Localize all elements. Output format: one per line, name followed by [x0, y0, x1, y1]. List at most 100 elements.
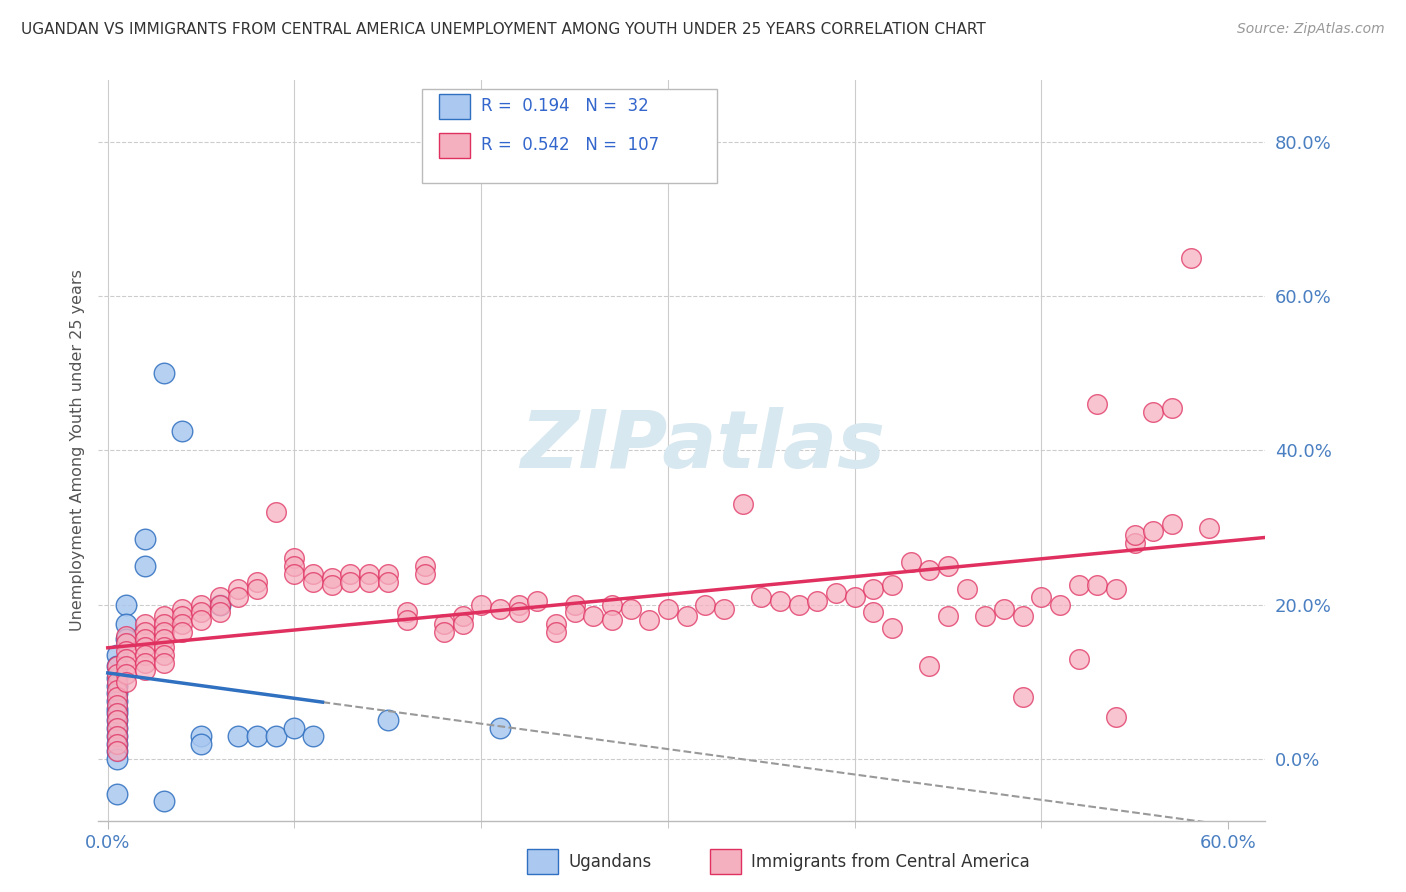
Point: [1067, 578, 1090, 592]
Point: [695, 598, 717, 612]
Point: [395, 613, 418, 627]
Point: [228, 582, 250, 597]
Point: [105, 702, 128, 716]
Point: [638, 613, 661, 627]
Point: [508, 598, 530, 612]
Point: [152, 609, 174, 624]
Point: [713, 601, 735, 615]
Point: [115, 674, 138, 689]
Point: [508, 606, 530, 620]
Point: [936, 609, 959, 624]
Point: [806, 594, 828, 608]
Point: [749, 590, 772, 604]
Point: [1011, 609, 1033, 624]
Point: [675, 609, 697, 624]
Point: [105, 721, 128, 735]
Point: [1105, 582, 1128, 597]
Point: [105, 659, 128, 673]
Point: [880, 621, 903, 635]
Point: [152, 632, 174, 647]
Point: [862, 582, 884, 597]
Point: [152, 624, 174, 639]
Text: UGANDAN VS IMMIGRANTS FROM CENTRAL AMERICA UNEMPLOYMENT AMONG YOUTH UNDER 25 YEA: UGANDAN VS IMMIGRANTS FROM CENTRAL AMERI…: [21, 22, 986, 37]
Point: [1031, 590, 1053, 604]
Point: [993, 601, 1015, 615]
Point: [1161, 401, 1184, 415]
Point: [1105, 709, 1128, 723]
Point: [134, 656, 156, 670]
Point: [105, 682, 128, 697]
Point: [190, 729, 212, 743]
Point: [172, 624, 194, 639]
Point: [105, 690, 128, 705]
Point: [1123, 536, 1146, 550]
Point: [134, 559, 156, 574]
Point: [172, 601, 194, 615]
Point: [115, 598, 138, 612]
Point: [395, 606, 418, 620]
Point: [582, 609, 605, 624]
Point: [105, 679, 128, 693]
Point: [134, 624, 156, 639]
Point: [105, 744, 128, 758]
Point: [1123, 528, 1146, 542]
Point: [105, 714, 128, 728]
Point: [413, 566, 436, 581]
Point: [1180, 251, 1202, 265]
Point: [600, 613, 623, 627]
Point: [321, 578, 343, 592]
Point: [190, 598, 212, 612]
Point: [105, 744, 128, 758]
Point: [115, 651, 138, 665]
Point: [152, 656, 174, 670]
Point: [283, 559, 305, 574]
Point: [302, 574, 325, 589]
Point: [105, 706, 128, 720]
Point: [264, 505, 287, 519]
Point: [1085, 578, 1108, 592]
Point: [115, 617, 138, 632]
Point: [134, 532, 156, 546]
Point: [339, 566, 361, 581]
Point: [377, 566, 399, 581]
Point: [359, 566, 381, 581]
Point: [105, 698, 128, 712]
Point: [302, 566, 325, 581]
Point: [283, 551, 305, 566]
Point: [105, 787, 128, 801]
Point: [769, 594, 792, 608]
Point: [246, 729, 269, 743]
Point: [152, 794, 174, 808]
Point: [115, 667, 138, 681]
Point: [489, 601, 512, 615]
Point: [105, 674, 128, 689]
Point: [172, 609, 194, 624]
Point: [208, 598, 231, 612]
Point: [321, 571, 343, 585]
Point: [105, 737, 128, 751]
Text: ZIPatlas: ZIPatlas: [520, 407, 886, 485]
Point: [918, 659, 941, 673]
Point: [152, 367, 174, 381]
Point: [190, 737, 212, 751]
Point: [105, 648, 128, 662]
Point: [377, 714, 399, 728]
Point: [787, 598, 810, 612]
Text: R =  0.194   N =  32: R = 0.194 N = 32: [481, 97, 648, 115]
Point: [1049, 598, 1071, 612]
Point: [152, 648, 174, 662]
Point: [115, 659, 138, 673]
Point: [844, 590, 866, 604]
Point: [190, 613, 212, 627]
Point: [1067, 651, 1090, 665]
Point: [105, 721, 128, 735]
Point: [974, 609, 997, 624]
Point: [115, 628, 138, 642]
Point: [105, 686, 128, 700]
Point: [657, 601, 679, 615]
Point: [862, 606, 884, 620]
Point: [936, 559, 959, 574]
Point: [564, 606, 586, 620]
Point: [172, 617, 194, 632]
Point: [115, 644, 138, 658]
